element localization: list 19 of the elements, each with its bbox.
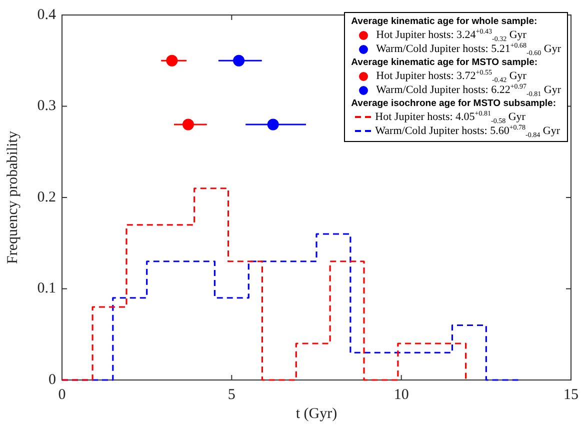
y-tick-label: 0.4 [37, 6, 56, 23]
x-axis-title: t (Gyr) [296, 406, 338, 422]
y-tick-label: 0.2 [37, 189, 56, 206]
annotation: Average kinematic age for MSTO sample: [351, 57, 539, 68]
legend-label: Hot Jupiter hosts: 4.05$^{+0.81}$$_{-0.58}$ Gyr [375, 109, 526, 126]
x-tick-label: 15 [564, 386, 578, 403]
x-tick-label: 10 [394, 386, 409, 403]
legend-label: Hot Jupiter hosts: 3.72$^{+0.55}$$_{-0.42}$ Gyr [376, 68, 526, 84]
y-tick-label: 0.3 [37, 98, 56, 114]
y-axis-title: Frequency probability [4, 130, 21, 264]
annotation: Average kinematic age for whole sample: [351, 16, 538, 27]
legend-label: Warm/Cold Jupiter hosts: 5.21$^{+0.68}$$_{-0.60}$ Gyr [376, 41, 561, 58]
annotation: Average isochrone age for MSTO subsample: [351, 98, 558, 109]
y-tick-label: 0.1 [37, 280, 56, 297]
legend-label: Warm/Cold Jupiter hosts: 5.60$^{+0.78}$$_{-0.84}$ Gyr [375, 123, 560, 140]
x-tick-label: 5 [228, 386, 236, 403]
legend-label: Hot Jupiter hosts: 3.24$^{+0.43}$$_{-0.32}$ Gyr [376, 27, 526, 44]
legend-label: Warm/Cold Jupiter hosts: 6.22$^{+0.97}$$_{-0.81}$ Gyr [376, 82, 561, 98]
y-tick-label: 0 [48, 372, 56, 388]
